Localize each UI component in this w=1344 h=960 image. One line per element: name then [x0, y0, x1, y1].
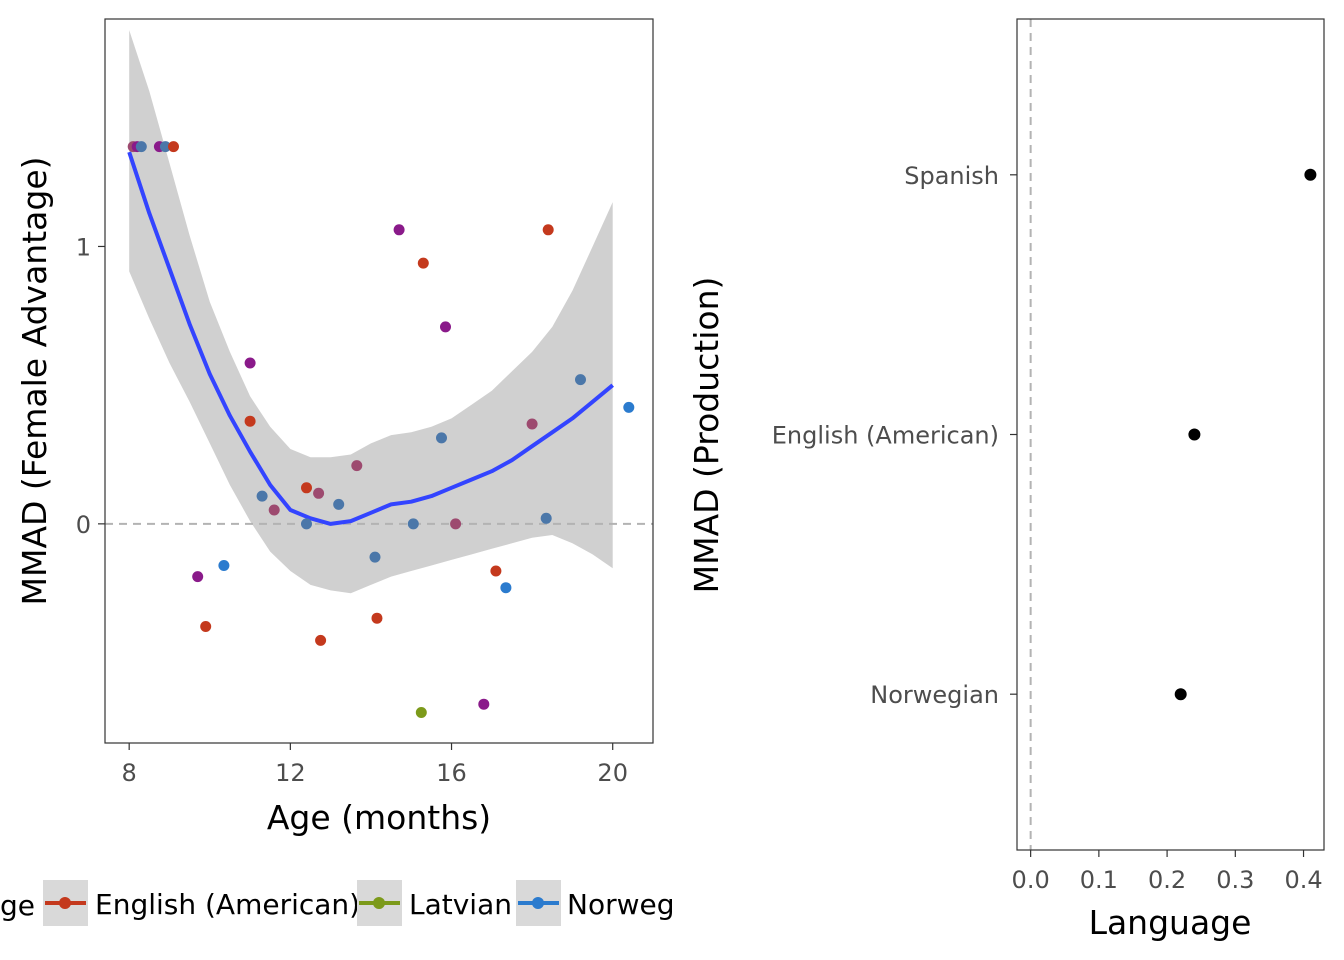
right-panel: 0.0 0.1 0.2 0.3 0.4 Spanish English (American… — [687, 18, 1325, 942]
scatter-point-23 — [415, 707, 427, 718]
scatter-point-33 — [542, 224, 554, 236]
scatter-point-4 — [159, 141, 171, 153]
scatter-point-18 — [351, 460, 363, 472]
right-x-tick-label-0-4: 0.4 — [1284, 866, 1322, 894]
scatter-point-25 — [436, 432, 447, 444]
scatter-point-6 — [192, 571, 204, 583]
dot-point-spanish — [1304, 168, 1317, 181]
x-tick-label-12: 12 — [275, 759, 306, 787]
y-tick-label-1: 1 — [76, 233, 91, 261]
category-tick-label-spanish: Spanish — [904, 162, 999, 190]
right-x-tick-label-0-1: 0.1 — [1080, 866, 1118, 894]
scatter-point-22 — [407, 518, 419, 530]
category-tick-label-english-american: English (American) — [772, 422, 999, 450]
right-x-tick-label-0-2: 0.2 — [1148, 866, 1186, 894]
legend-swatch-dot-english-american — [59, 897, 71, 909]
scatter-point-7 — [200, 621, 212, 632]
right-x-tick-label-0-0: 0.0 — [1012, 866, 1050, 894]
left-plot-frame — [104, 18, 654, 744]
scatter-point-15 — [313, 487, 325, 499]
smooth-fit-line — [127, 151, 614, 526]
x-tick-label-8: 8 — [122, 759, 137, 787]
smooth-ribbon-layer — [129, 30, 613, 594]
scatter-point-28 — [478, 698, 490, 710]
left-x-axis-title: Age (months) — [267, 798, 491, 837]
category-tick-label-norwegian: Norwegian — [870, 681, 999, 709]
scatter-points-layer — [127, 141, 635, 718]
dot-point-english-american — [1188, 428, 1201, 441]
right-x-tick-label-0-3: 0.3 — [1216, 866, 1254, 894]
dot-points-layer — [1174, 168, 1317, 701]
y-tick-label-0: 0 — [76, 511, 91, 539]
right-plot-frame — [1016, 18, 1325, 851]
scatter-point-17 — [333, 498, 345, 510]
left-y-axis: 01 — [76, 233, 105, 539]
scatter-point-32 — [540, 512, 552, 524]
legend-label-norwegian: Norweg — [567, 888, 675, 921]
x-tick-label-16: 16 — [436, 759, 467, 787]
scatter-point-12 — [268, 504, 280, 516]
legend-swatch-dot-norwegian — [532, 897, 544, 909]
legend: ge English (American) Latvian Norweg — [0, 880, 675, 926]
scatter-point-11 — [256, 490, 268, 502]
right-y-axis-title: MMAD (Production) — [687, 277, 726, 594]
legend-entry-english-american: English (American) — [43, 880, 360, 926]
confidence-ribbon — [129, 30, 613, 594]
scatter-point-21 — [393, 224, 405, 236]
scatter-point-8 — [218, 560, 230, 571]
scatter-point-13 — [301, 482, 312, 494]
legend-swatch-dot-latvian — [373, 897, 385, 909]
scatter-point-24 — [417, 257, 429, 269]
scatter-point-16 — [315, 634, 327, 646]
scatter-point-34 — [575, 374, 586, 386]
right-x-axis: 0.0 0.1 0.2 0.3 0.4 — [1012, 850, 1323, 894]
scatter-point-5 — [168, 141, 179, 153]
legend-entry-norwegian: Norweg — [516, 880, 675, 926]
scatter-point-31 — [526, 418, 538, 430]
scatter-point-10 — [244, 415, 256, 427]
legend-entry-latvian: Latvian — [357, 880, 512, 926]
scatter-point-26 — [440, 321, 451, 333]
scatter-point-14 — [301, 518, 312, 530]
scatter-point-9 — [244, 357, 256, 369]
dot-point-norwegian — [1174, 688, 1187, 701]
scatter-point-2 — [135, 141, 147, 153]
scatter-point-20 — [371, 612, 383, 624]
left-x-axis: 8 12 16 20 — [122, 743, 628, 787]
legend-label-latvian: Latvian — [409, 888, 512, 921]
smooth-line-layer — [127, 151, 614, 526]
left-y-axis-title: MMAD (Female Advantage) — [15, 157, 54, 606]
right-x-axis-title: Language — [1089, 903, 1252, 942]
scatter-point-35 — [623, 401, 635, 413]
scatter-point-27 — [450, 518, 462, 530]
legend-label-english-american: English (American) — [95, 888, 360, 921]
scatter-point-30 — [500, 582, 512, 594]
x-tick-label-20: 20 — [597, 759, 628, 787]
legend-title: ge — [0, 889, 35, 922]
scatter-point-19 — [369, 551, 381, 563]
right-y-axis: Spanish English (American) Norwegian — [772, 162, 1017, 709]
scatter-point-29 — [490, 565, 502, 577]
left-panel: 8 12 16 20 01 Age (months) MMAD (Female Adv… — [15, 18, 654, 837]
